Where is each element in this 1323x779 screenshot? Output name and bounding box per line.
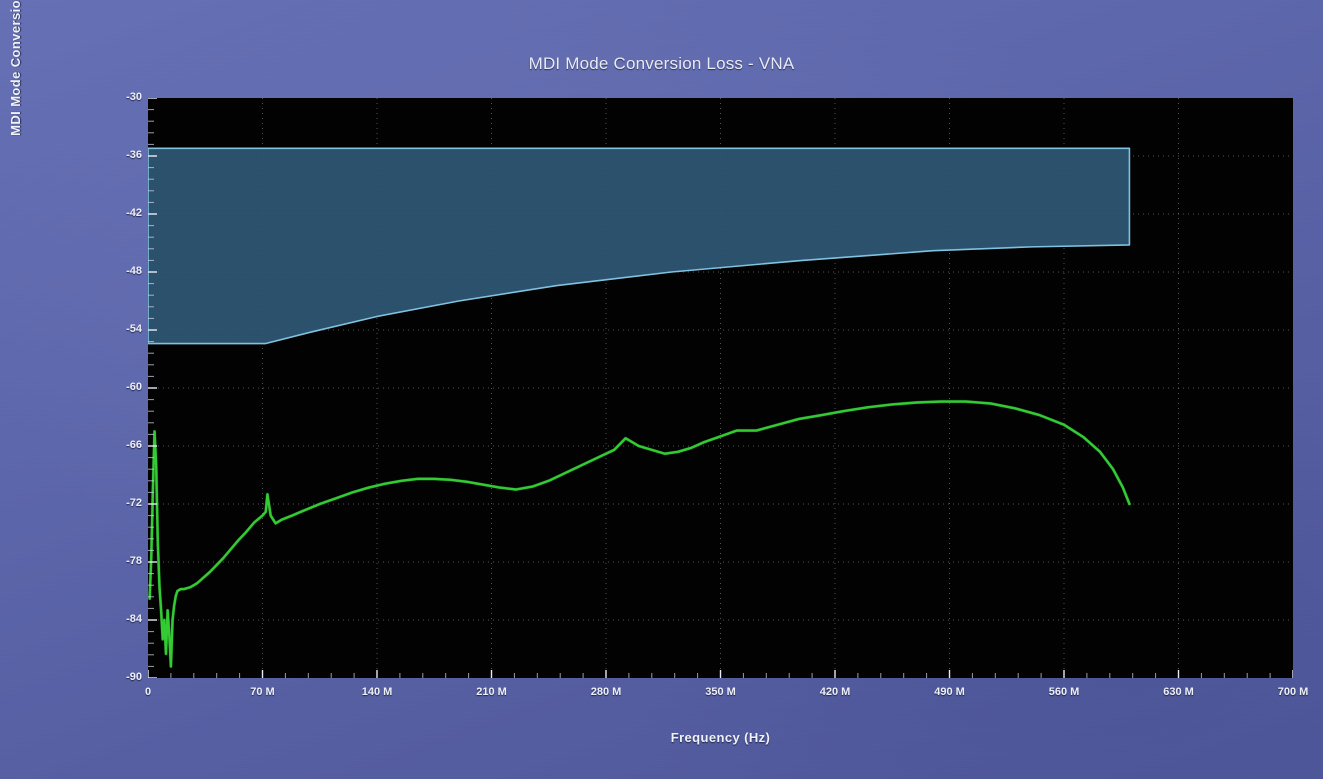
x-axis-tick-label: 0 — [144, 686, 152, 698]
y-axis-tick-label: -60 — [126, 381, 142, 393]
x-axis-tick-label: 280 M — [590, 686, 622, 698]
mask-region — [148, 147, 1131, 345]
y-axis-tick-label: -72 — [126, 497, 142, 509]
trace-line — [148, 399, 1132, 668]
trace-glow — [148, 399, 1132, 668]
y-axis-tick-label: -54 — [126, 323, 142, 335]
x-axis-title: Frequency (Hz) — [670, 730, 771, 745]
y-axis-tick-label: -90 — [126, 671, 142, 683]
y-axis-tick-label: -42 — [126, 207, 142, 219]
x-axis-tick-label: 210 M — [476, 686, 507, 698]
plot-svg — [148, 98, 1293, 678]
x-axis-tick-labels: 0 70 M 140 M 210 M 280 M 350 M 420 M 490 M 560 M… — [145, 684, 1308, 704]
x-axis-tick-label: 490 M — [934, 686, 965, 698]
plot-area — [148, 98, 1293, 678]
x-axis-tick-label: 350 M — [705, 686, 736, 698]
y-axis-tick-label: -30 — [126, 91, 142, 103]
x-axis-tick-label: 630 M — [1163, 686, 1194, 698]
y-axis-tick-labels: -30 -36 -42 -48 -54 -60 -66 -72 -78 -84 -90 — [96, 91, 142, 683]
x-axis-tick-label: 420 M — [819, 686, 851, 698]
y-axis-tick-label: -48 — [126, 265, 142, 277]
mask-polygon — [148, 147, 1131, 345]
y-axis-title: MDI Mode Conversion Loss (dB) — [8, 0, 23, 136]
x-axis-tick-label: 700 M — [1277, 686, 1309, 698]
y-axis-tick-label: -36 — [126, 149, 142, 161]
axis-tick-marks — [148, 98, 1293, 678]
y-axis-tick-label: -66 — [126, 439, 142, 451]
y-axis-tick-label: -78 — [126, 555, 142, 567]
chart-title: MDI Mode Conversion Loss - VNA — [528, 54, 795, 73]
x-axis-tick-label: 560 M — [1048, 686, 1080, 698]
y-axis-tick-label: -84 — [126, 613, 142, 625]
x-axis-tick-label: 70 M — [250, 686, 275, 698]
x-axis-tick-label: 140 M — [361, 686, 393, 698]
trace-path — [148, 400, 1131, 668]
